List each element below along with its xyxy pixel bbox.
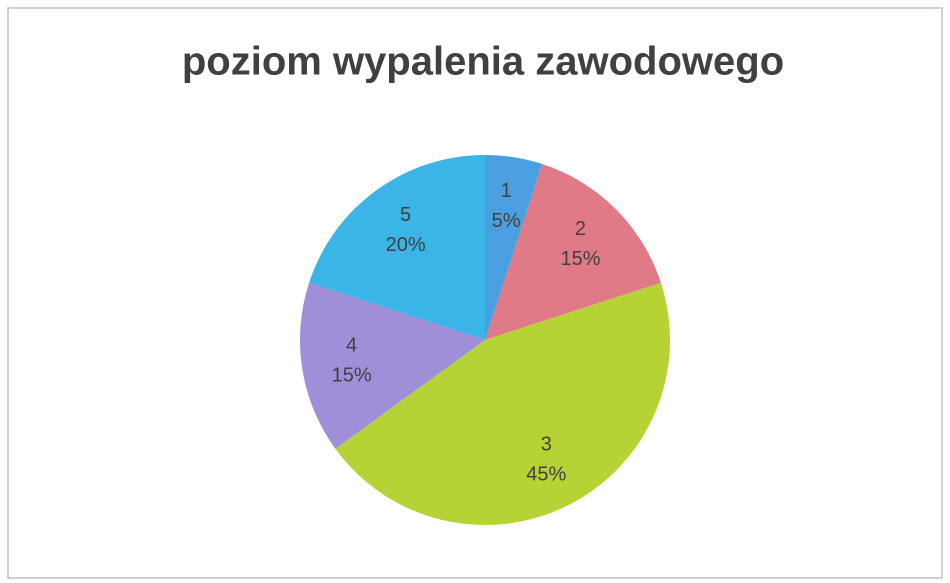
pie-slice	[299, 282, 485, 449]
pie-slice	[335, 282, 670, 525]
slice-category-label: 1	[501, 180, 512, 202]
slice-value-label: 15%	[332, 364, 372, 386]
pie-slice	[485, 164, 661, 340]
slice-category-label: 4	[346, 334, 357, 356]
slice-category-label: 3	[541, 434, 552, 456]
pie-slice	[485, 155, 543, 340]
slice-value-label: 15%	[560, 248, 600, 270]
slice-value-label: 45%	[526, 464, 566, 486]
chart-title: poziom wypalenia zawodowego	[182, 40, 784, 84]
slice-value-label: 5%	[492, 210, 521, 232]
slice-value-label: 20%	[386, 234, 426, 256]
slice-category-label: 2	[575, 218, 586, 240]
slice-category-label: 5	[400, 204, 411, 226]
pie-slice	[309, 155, 485, 340]
